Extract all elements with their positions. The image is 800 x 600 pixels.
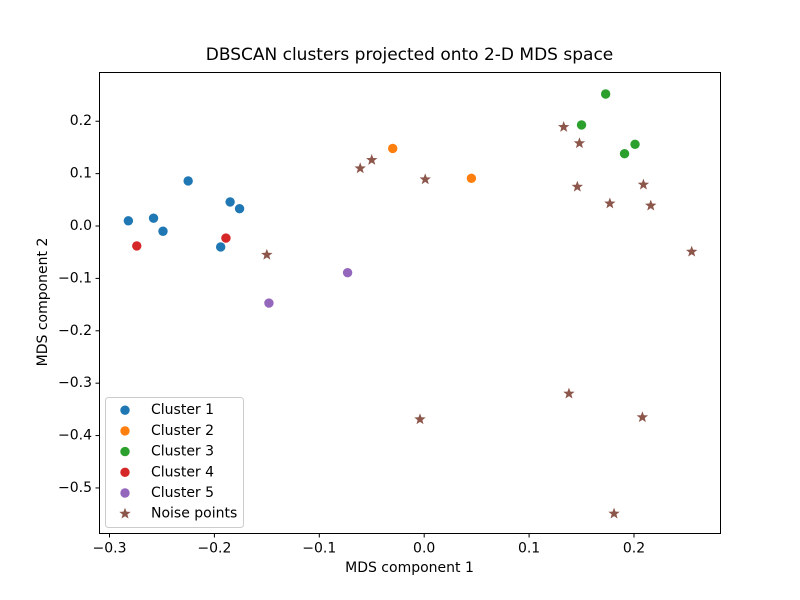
legend-marker-circle [120,488,130,498]
x-tick-label: −0.3 [92,541,126,557]
data-point-star [645,199,657,211]
data-point-star [608,507,620,519]
legend-marker-star [119,507,131,519]
data-point-circle [630,139,640,149]
y-tick-label: −0.2 [58,323,92,339]
data-point-star [414,413,426,425]
axes-frame [99,72,721,534]
x-axis-label: MDS component 1 [345,560,474,576]
data-point-circle [132,241,142,251]
data-point-circle [234,204,245,214]
legend-marker-circle [120,426,130,436]
data-point-star [419,173,431,185]
data-point-star [636,411,649,423]
data-point-circle [123,216,134,226]
x-tick-label: −0.1 [302,541,336,557]
legend-marker-circle [120,467,130,477]
data-point-circle [600,89,611,99]
y-tick-label: −0.5 [58,480,92,496]
data-point-star [637,178,650,190]
x-tick-label: 0.1 [518,541,540,557]
data-point-star [685,245,698,257]
data-point-circle [576,120,587,130]
data-point-star [366,154,378,165]
legend-label: Cluster 4 [151,464,214,480]
legend-label: Cluster 1 [151,402,214,418]
legend-marker-circle [120,446,130,457]
data-point-circle [388,143,398,154]
data-point-circle [342,267,353,278]
legend-label: Cluster 2 [151,423,214,439]
data-point-circle [619,149,630,159]
x-tick-label: −0.2 [197,541,231,557]
legend-label: Noise points [151,506,237,522]
data-point-star [571,180,584,192]
y-tick-label: −0.1 [58,270,92,286]
data-point-star [573,137,586,149]
x-tick-label: 0.0 [413,541,435,557]
y-tick-label: −0.4 [58,428,92,444]
data-point-circle [225,197,235,207]
y-tick-label: 0.0 [70,218,92,234]
data-point-circle [264,298,274,308]
x-tick-label: 0.2 [623,541,645,557]
data-point-star [563,387,575,399]
data-point-star [354,162,366,174]
data-point-star [261,248,273,260]
data-point-star [557,121,570,132]
legend-box [105,397,244,528]
legend-marker-circle [120,405,130,415]
legend-label: Cluster 5 [151,485,214,501]
legend-label: Cluster 3 [151,444,214,460]
chart-title: DBSCAN clusters projected onto 2-D MDS s… [205,45,614,65]
data-point-circle [158,226,168,236]
y-tick-label: 0.1 [70,166,92,182]
data-point-circle [215,242,226,252]
y-tick-label: −0.3 [58,375,92,391]
data-point-circle [221,233,231,243]
data-point-circle [148,213,159,223]
data-point-circle [466,173,477,184]
data-point-star [604,197,616,209]
data-point-circle [183,176,193,186]
y-tick-label: 0.2 [70,113,92,129]
